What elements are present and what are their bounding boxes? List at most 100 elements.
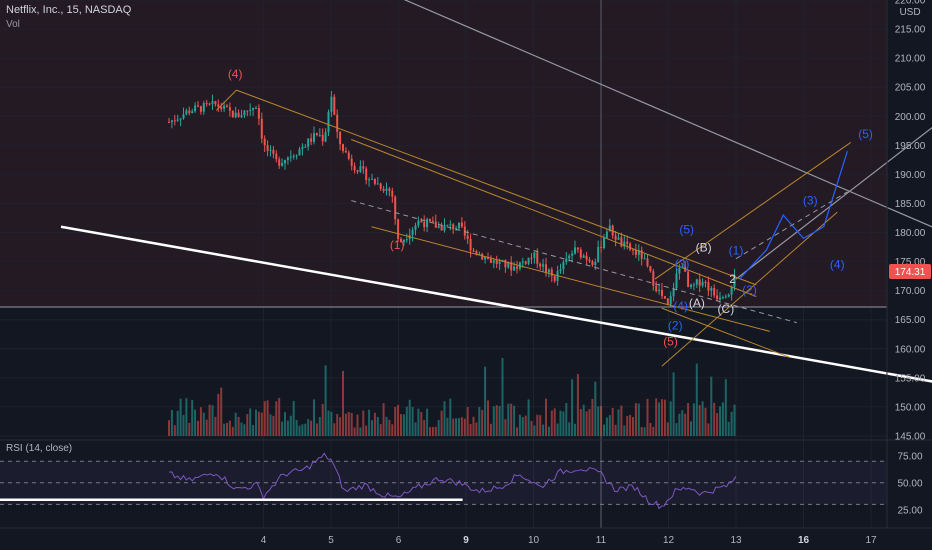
volume-bar bbox=[466, 407, 469, 436]
volume-bar bbox=[417, 408, 420, 436]
volume-bar bbox=[252, 425, 255, 436]
volume-bar bbox=[663, 399, 666, 436]
volume-bar bbox=[733, 404, 736, 436]
wave-label: (5) bbox=[858, 127, 873, 141]
volume-bar bbox=[460, 417, 463, 436]
time-tick-label: 5 bbox=[328, 535, 334, 546]
volume-bar bbox=[562, 411, 565, 436]
volume-bar bbox=[342, 370, 344, 436]
volume-bar bbox=[716, 413, 719, 436]
volume-bar bbox=[550, 410, 553, 436]
rsi-tick-label: 50.00 bbox=[897, 478, 922, 489]
wave-label: (4) bbox=[830, 258, 845, 272]
volume-bar bbox=[704, 407, 707, 436]
wave-label: (2) bbox=[742, 283, 757, 297]
volume-bar bbox=[324, 365, 327, 436]
candle-body bbox=[344, 150, 347, 153]
volume-bar bbox=[179, 398, 182, 436]
wave-label: (2) bbox=[668, 319, 683, 333]
candle-body bbox=[562, 262, 565, 270]
time-axis[interactable]: 4569101112131617181920 bbox=[261, 535, 932, 546]
candle-body bbox=[646, 258, 649, 267]
volume-bar bbox=[591, 398, 594, 436]
candle-body bbox=[579, 249, 582, 258]
volume-bar bbox=[658, 402, 661, 436]
candle-body bbox=[504, 259, 507, 268]
volume-bar bbox=[423, 420, 426, 436]
volume-bar bbox=[257, 411, 260, 436]
volume-bars bbox=[168, 357, 736, 436]
volume-bar bbox=[272, 415, 275, 436]
candle-body bbox=[359, 166, 362, 172]
volume-bar bbox=[397, 404, 400, 436]
candle-body bbox=[626, 241, 629, 244]
volume-bar bbox=[463, 418, 466, 436]
candle-body bbox=[388, 188, 391, 191]
volume-bar bbox=[643, 427, 646, 436]
volume-bar bbox=[666, 422, 669, 436]
dashed-trendline bbox=[351, 200, 797, 324]
candle-body bbox=[234, 112, 237, 118]
candle-body bbox=[342, 144, 344, 151]
candle-body bbox=[652, 271, 655, 286]
price-tick-label: 185.00 bbox=[895, 199, 926, 210]
volume-bar bbox=[400, 414, 402, 436]
rsi-axis[interactable]: 75.00 50.00 25.00 bbox=[897, 451, 922, 516]
candle-body bbox=[542, 264, 545, 267]
wave-label: (C) bbox=[718, 302, 735, 316]
price-tick-label: 155.00 bbox=[895, 373, 926, 384]
volume-bar bbox=[516, 427, 518, 436]
volume-bar bbox=[240, 422, 243, 436]
price-tick-label: 150.00 bbox=[895, 402, 926, 413]
candle-body bbox=[313, 133, 315, 142]
candle-body bbox=[690, 284, 692, 287]
candle-body bbox=[637, 250, 640, 255]
candle-body bbox=[173, 120, 176, 122]
trendline bbox=[654, 142, 852, 280]
candle-body bbox=[318, 134, 321, 136]
candle-body bbox=[199, 106, 202, 112]
wave-label: (5) bbox=[663, 334, 678, 348]
candle-body bbox=[489, 258, 492, 263]
candle-body bbox=[260, 118, 263, 139]
volume-bar bbox=[672, 372, 675, 436]
time-tick-label: 10 bbox=[528, 535, 540, 546]
volume-bar bbox=[347, 411, 350, 436]
volume-bar bbox=[237, 416, 240, 436]
volume-bar bbox=[353, 427, 356, 436]
volume-bar bbox=[350, 412, 353, 436]
candle-body bbox=[350, 158, 353, 166]
volume-bar bbox=[362, 410, 365, 436]
price-axis[interactable]: 145.00 150.00 155.00 160.00 165.00 170.00 175.… bbox=[895, 0, 926, 443]
volume-bar bbox=[478, 407, 481, 436]
candle-body bbox=[623, 241, 626, 247]
candle-body bbox=[481, 253, 484, 260]
volume-bar bbox=[701, 401, 704, 436]
candle-body bbox=[687, 271, 690, 287]
candle-body bbox=[362, 166, 365, 169]
candle-body bbox=[478, 253, 481, 255]
volume-bar bbox=[576, 374, 579, 436]
volume-bar bbox=[475, 422, 478, 436]
volume-bar bbox=[431, 426, 434, 436]
candle-body bbox=[188, 110, 191, 113]
volume-bar bbox=[637, 403, 640, 436]
candle-body bbox=[521, 261, 524, 263]
candle-body bbox=[275, 153, 278, 160]
wave-label: (3) bbox=[675, 257, 690, 271]
candle-body bbox=[547, 269, 550, 273]
volume-bar bbox=[382, 403, 385, 436]
volume-bar bbox=[553, 408, 556, 436]
rsi-indicator-label: RSI (14, close) bbox=[6, 443, 73, 454]
candle-body bbox=[721, 297, 724, 299]
price-tick-label: 205.00 bbox=[895, 83, 926, 94]
volume-bar bbox=[202, 412, 205, 436]
volume-bar bbox=[373, 412, 376, 436]
volume-bar bbox=[429, 427, 431, 436]
volume-bar bbox=[669, 401, 672, 436]
candle-body bbox=[281, 163, 284, 166]
price-tick-label: 180.00 bbox=[895, 228, 926, 239]
wave-label: (3) bbox=[803, 194, 818, 208]
volume-bar bbox=[339, 417, 342, 436]
